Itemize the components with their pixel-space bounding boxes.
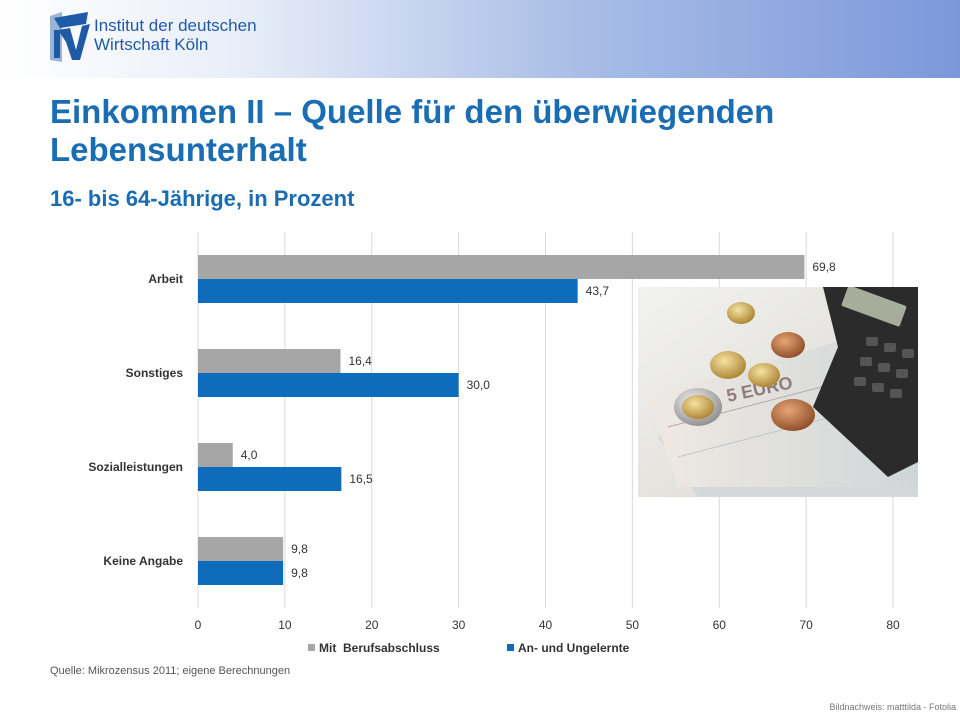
legend-swatch xyxy=(507,644,514,651)
data-label: 9,8 xyxy=(291,566,308,580)
page-subtitle: 16- bis 64-Jährige, in Prozent xyxy=(50,186,355,211)
category-label: Sonstiges xyxy=(126,366,184,380)
x-tick-label: 80 xyxy=(886,618,900,632)
legend-label: An- und Ungelernte xyxy=(518,641,630,655)
data-label: 69,8 xyxy=(812,260,836,274)
bar-chart: 0 10 20 30 40 50 60 70 80 Arbeit 69,8 43,7 Sonstiges… xyxy=(88,232,900,655)
category-label: Sozialleistungen xyxy=(88,460,183,474)
data-label: 16,5 xyxy=(349,472,373,486)
x-tick-label: 70 xyxy=(799,618,813,632)
bar xyxy=(198,279,578,303)
x-tick-label: 60 xyxy=(713,618,727,632)
logo-line-1: Institut der deutschen xyxy=(94,16,257,35)
data-label: 16,4 xyxy=(348,354,372,368)
category-label: Arbeit xyxy=(148,272,183,286)
bar xyxy=(198,537,284,561)
bar xyxy=(198,561,284,585)
bar xyxy=(198,373,459,397)
logo-line-2: Wirtschaft Köln xyxy=(94,35,209,54)
x-tick-label: 10 xyxy=(278,618,292,632)
x-tick-label: 20 xyxy=(365,618,379,632)
x-tick-label: 40 xyxy=(539,618,553,632)
iw-logo-icon xyxy=(50,12,90,62)
x-tick-label: 0 xyxy=(195,618,202,632)
image-credit: Bildnachweis: matttilda - Fotolia xyxy=(829,702,956,712)
data-label: 4,0 xyxy=(241,448,258,462)
data-label: 9,8 xyxy=(291,542,308,556)
header-band xyxy=(0,0,960,78)
x-tick-label: 50 xyxy=(626,618,640,632)
legend-label: Mit Berufsabschluss xyxy=(319,641,440,655)
bar xyxy=(198,255,805,279)
category-label: Keine Angabe xyxy=(103,554,183,568)
bar xyxy=(198,443,233,467)
money-calculator-photo: 5 EURO xyxy=(638,287,918,497)
legend-swatch xyxy=(308,644,315,651)
bar xyxy=(198,349,341,373)
x-tick-label: 30 xyxy=(452,618,466,632)
source-note: Quelle: Mikrozensus 2011; eigene Berechn… xyxy=(50,665,291,677)
data-label: 43,7 xyxy=(586,284,610,298)
page-title: Einkommen II – Quelle für den überwiegen… xyxy=(50,93,775,168)
iw-logo: Institut der deutschen Wirtschaft Köln xyxy=(48,10,268,66)
logo-text: Institut der deutschen Wirtschaft Köln xyxy=(94,16,257,54)
data-label: 30,0 xyxy=(467,378,491,392)
bar xyxy=(198,467,342,491)
